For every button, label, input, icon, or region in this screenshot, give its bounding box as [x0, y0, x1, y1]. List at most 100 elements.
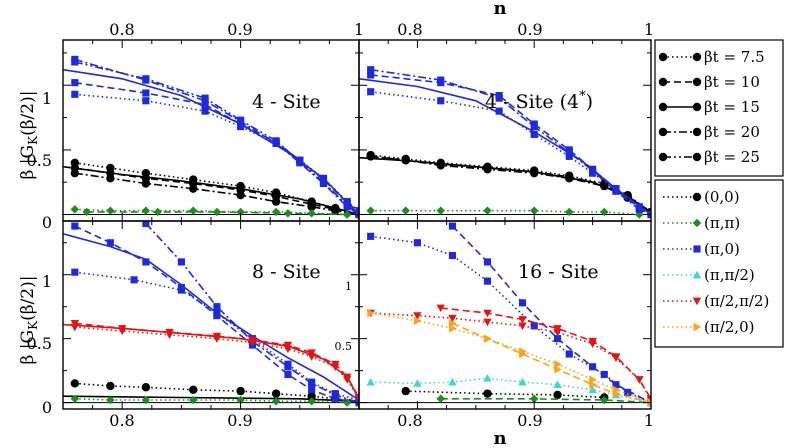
data-point [436, 206, 445, 215]
data-point [553, 390, 562, 400]
data-point [600, 207, 609, 217]
legend-label: (π/2,0) [704, 318, 754, 336]
series-line [74, 162, 359, 216]
data-point [448, 222, 457, 230]
data-point [401, 156, 410, 165]
x-tick-label-top-0: 0.8 [109, 20, 134, 39]
legend-marker [692, 192, 702, 202]
legend-marker [693, 245, 701, 253]
data-point [448, 314, 457, 323]
data-point [366, 377, 375, 386]
x-tick-label-bottom-3: 0.9 [517, 411, 542, 430]
series-line [440, 307, 651, 400]
legend-marker [658, 77, 668, 87]
plot-area [359, 66, 651, 219]
legend-label: βt = 7.5 [704, 48, 765, 66]
data-point [331, 391, 339, 399]
y-axis-label-bottom-main: β |G [18, 330, 38, 365]
data-point [565, 152, 573, 160]
data-point [483, 165, 492, 174]
panel-label-4site-star-sup: * [579, 89, 586, 104]
data-point [201, 107, 209, 115]
data-point [342, 210, 352, 219]
legend-box [654, 39, 784, 177]
data-point [448, 377, 457, 386]
data-point [611, 353, 621, 361]
data-point [600, 181, 609, 191]
data-point [519, 349, 527, 359]
data-point [141, 179, 151, 188]
data-point [70, 168, 80, 178]
panel-frame [358, 39, 652, 222]
legend-marker [692, 297, 702, 306]
data-point [153, 207, 162, 217]
y-axis-label-top-main: β |G [18, 145, 38, 180]
series-line [74, 208, 348, 216]
data-point [612, 389, 621, 398]
series-line [74, 398, 348, 404]
data-point [449, 319, 457, 328]
data-point [189, 206, 198, 215]
data-point [565, 207, 574, 217]
data-point [553, 335, 562, 343]
series-line [451, 225, 651, 404]
legend-marker [692, 218, 702, 228]
data-point [495, 107, 503, 115]
data-point [284, 370, 292, 379]
data-point [71, 90, 79, 98]
data-point [141, 206, 151, 215]
data-point [530, 394, 539, 403]
data-point [554, 365, 562, 374]
data-point [414, 316, 422, 325]
x-tick-label-top-5: 1 [644, 20, 654, 39]
panel-frame [62, 39, 360, 222]
plot-area [63, 55, 359, 219]
series-line [74, 58, 359, 216]
series-line [74, 93, 359, 212]
data-point [213, 303, 221, 311]
x-tick-label-bottom-2: 0.8 [397, 411, 422, 430]
legend-label: (π/2,π/2) [704, 292, 769, 310]
data-point [589, 380, 597, 389]
data-point [530, 130, 538, 138]
data-point [612, 187, 620, 195]
data-point [483, 309, 492, 318]
data-point [271, 197, 281, 206]
y-axis-label-bottom: β |GK(β/2)| [18, 276, 40, 365]
data-point [437, 76, 445, 84]
series-line [370, 90, 651, 216]
data-point [71, 268, 79, 276]
data-point [212, 207, 222, 217]
panel-2 [62, 220, 360, 410]
data-point [142, 75, 150, 83]
data-point [413, 312, 422, 320]
y-axis-label-top: β |GK(β/2)| [18, 91, 40, 180]
data-point [106, 239, 114, 247]
series-line [74, 382, 359, 403]
data-point [142, 97, 150, 105]
data-point [635, 205, 643, 213]
legend-label: (0,0) [704, 188, 740, 206]
data-point [401, 206, 410, 215]
data-point [283, 341, 293, 350]
data-point [635, 376, 644, 384]
data-point [331, 395, 339, 403]
data-point [71, 79, 79, 87]
data-point [518, 316, 527, 324]
panels [62, 39, 652, 410]
x-axis-label-top: n [493, 0, 506, 19]
series-line [440, 397, 651, 404]
data-point [530, 123, 538, 131]
legend-marker [693, 322, 702, 332]
data-point [331, 206, 340, 215]
data-point [624, 388, 632, 396]
panel-label-4site-star-main: 4 - Site (4 [485, 91, 579, 113]
x-tick-label-top-2: 1 [354, 20, 364, 39]
data-point [530, 168, 539, 178]
data-point [319, 178, 328, 186]
data-point [106, 206, 115, 215]
data-point [484, 334, 492, 343]
plot-area [63, 221, 359, 407]
y-axis-label-bottom-tail: (β/2)| [18, 276, 38, 321]
data-point [448, 251, 457, 260]
